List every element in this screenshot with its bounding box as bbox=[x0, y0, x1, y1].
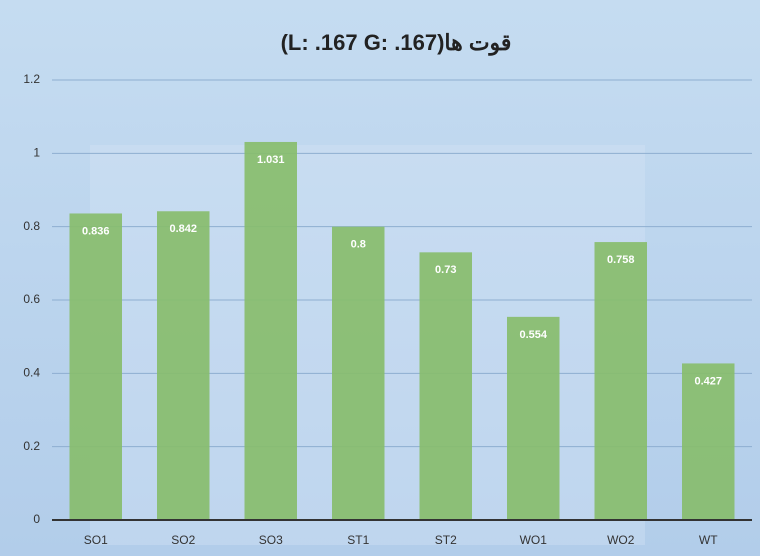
page: (L: .167 G: .167)قوت ها 0 0.2 0.4 0.6 0.8 1 1.… bbox=[0, 0, 760, 556]
value-label: 1.031 bbox=[257, 154, 285, 166]
value-label: 0.8 bbox=[351, 239, 366, 251]
y-tick-label: 0.6 bbox=[23, 292, 40, 306]
y-tick-label: 0.8 bbox=[23, 219, 40, 233]
y-tick-label: 0 bbox=[33, 512, 40, 526]
y-tick-label: 1.2 bbox=[23, 72, 40, 86]
value-label: 0.758 bbox=[607, 254, 635, 266]
y-tick-label: 0.4 bbox=[23, 366, 40, 380]
x-tick-label: SO1 bbox=[84, 533, 108, 547]
bar bbox=[420, 252, 473, 520]
chart: (L: .167 G: .167)قوت ها 0 0.2 0.4 0.6 0.8 1 1.… bbox=[0, 0, 760, 556]
bar bbox=[507, 317, 560, 520]
x-tick-label: SO3 bbox=[259, 533, 283, 547]
x-tick-label: SO2 bbox=[171, 533, 195, 547]
x-tick-label: WO1 bbox=[520, 533, 548, 547]
bar bbox=[70, 213, 123, 520]
y-tick-label: 0.2 bbox=[23, 439, 40, 453]
y-tick-label: 1 bbox=[33, 146, 40, 160]
x-tick-label: WT bbox=[699, 533, 718, 547]
value-label: 0.427 bbox=[694, 375, 722, 387]
value-label: 0.836 bbox=[82, 225, 110, 237]
value-label: 0.554 bbox=[519, 329, 547, 341]
x-tick-label: ST1 bbox=[347, 533, 369, 547]
bar bbox=[595, 242, 648, 520]
chart-title: (L: .167 G: .167)قوت ها bbox=[281, 30, 512, 56]
bar bbox=[157, 211, 210, 520]
bar bbox=[332, 227, 385, 520]
value-label: 0.73 bbox=[435, 264, 456, 276]
value-label: 0.842 bbox=[169, 223, 197, 235]
x-tick-label: ST2 bbox=[435, 533, 457, 547]
bar bbox=[245, 142, 298, 520]
x-tick-label: WO2 bbox=[607, 533, 635, 547]
